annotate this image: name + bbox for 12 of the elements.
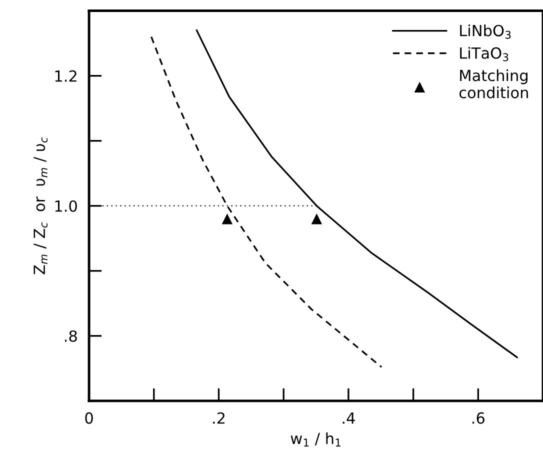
legend-label: Matching condition [459, 69, 528, 98]
x-tick-label: .6 [472, 412, 484, 424]
x-tick-label: 0 [85, 412, 93, 424]
y-tick-label: 1.2 [55, 70, 76, 82]
x-tick-label: .4 [342, 412, 355, 424]
y-axis-title: Z$_{m}$ / Z$_{c}$ or υ$_{m}$ / υ$_{c}$ [34, 137, 48, 274]
legend-label: LiTaO$_{3}$ [460, 46, 508, 62]
x-tick-label: .2 [213, 412, 225, 424]
y-tick-label: 1.0 [55, 200, 77, 212]
legend-label: LiNbO$_{3}$ [460, 24, 511, 39]
x-axis-title: w$_{1}$ / h$_{1}$ [290, 432, 340, 446]
y-tick-label: .8 [65, 330, 77, 342]
